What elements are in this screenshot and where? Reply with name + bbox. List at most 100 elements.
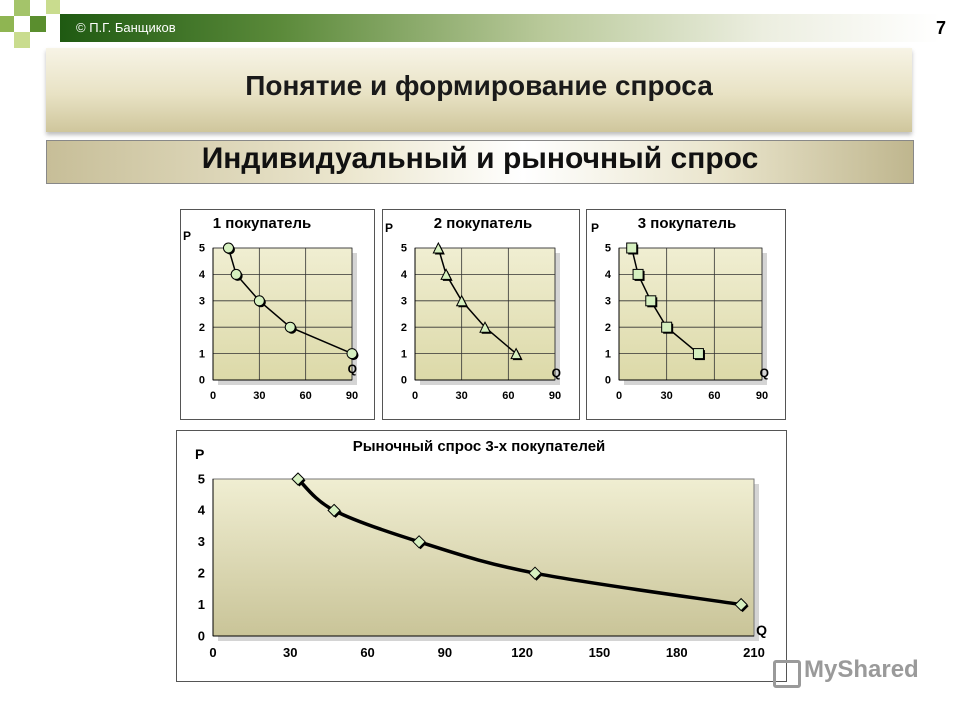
watermark-label: MyShared: [804, 656, 919, 683]
y-tick-label: 5: [199, 243, 205, 255]
title-band: [46, 48, 912, 132]
y-axis-label: P: [195, 446, 204, 462]
data-point-3: [645, 295, 657, 307]
y-tick-label: 3: [401, 295, 407, 307]
subtitle-band: [46, 140, 914, 184]
x-tick-label: 60: [300, 390, 312, 402]
y-tick-label: 1: [401, 348, 407, 360]
data-point-1: [222, 242, 234, 254]
chart-panel-buyer-3: 0 30 60 90 0 1 2 3 4 5 3 покупатель P Q: [586, 209, 786, 420]
chart-title: Рыночный спрос 3-х покупателей: [353, 438, 606, 455]
x-tick-label: 60: [502, 390, 514, 402]
data-point-2: [230, 268, 242, 280]
data-point-2: [440, 268, 452, 280]
x-tick-label: 0: [616, 390, 622, 402]
y-tick-label: 3: [199, 295, 205, 307]
y-tick-label: 4: [198, 503, 206, 518]
x-tick-label: 30: [253, 390, 265, 402]
x-tick-label: 0: [412, 390, 418, 402]
chart-title: 1 покупатель: [213, 215, 311, 232]
x-tick-label: 90: [346, 390, 358, 402]
y-tick-label: 0: [198, 628, 205, 643]
watermark-text: MyShared: [770, 656, 919, 684]
data-point-3: [253, 295, 265, 307]
y-tick-label: 4: [605, 269, 612, 281]
x-tick-label: 60: [360, 645, 374, 660]
y-tick-label: 1: [198, 597, 205, 612]
data-point-3: [455, 294, 468, 307]
data-point-5: [510, 347, 522, 360]
chart-title: 3 покупатель: [638, 215, 736, 232]
x-tick-label: 30: [456, 390, 468, 402]
page-title: Понятие и формирование спроса: [245, 70, 713, 101]
x-tick-label: 120: [511, 645, 533, 660]
x-tick-label: 90: [756, 390, 768, 402]
data-point-1: [626, 242, 638, 254]
y-tick-label: 5: [401, 243, 407, 255]
x-tick-label: 0: [210, 390, 216, 402]
copyright-text: © П.Г. Банщиков: [76, 20, 176, 35]
y-tick-label: 4: [199, 269, 206, 281]
slide-number: 7: [935, 18, 946, 38]
plot-area: [618, 247, 763, 381]
data-point-1: [432, 241, 445, 254]
y-tick-label: 0: [401, 375, 407, 387]
data-point-2: [327, 503, 341, 518]
plot-area: [212, 478, 755, 637]
chart-title: 2 покупатель: [434, 215, 532, 232]
y-tick-label: 3: [198, 534, 205, 549]
x-tick-label: 90: [549, 390, 561, 402]
watermark-icon: [773, 660, 801, 688]
y-tick-label: 0: [199, 375, 205, 387]
y-tick-label: 5: [605, 243, 611, 255]
data-point-3: [412, 535, 426, 549]
y-tick-label: 3: [605, 295, 611, 307]
x-tick-label: 30: [283, 645, 297, 660]
y-axis-label: P: [183, 229, 191, 243]
logo-square-3: [14, 32, 30, 48]
chart-market-demand: 0 30 60 90 120 150 180 210 0 1 2 3 4 5 Рыночный спрос …: [195, 438, 767, 660]
data-point-5: [734, 597, 748, 612]
y-tick-label: 2: [199, 322, 205, 334]
x-tick-label: 0: [209, 645, 216, 660]
y-axis-label: P: [385, 221, 393, 235]
x-axis-label: Q: [348, 362, 357, 376]
x-axis-label: Q: [760, 366, 769, 380]
data-point-4: [479, 321, 491, 333]
y-tick-label: 4: [401, 269, 408, 281]
x-tick-label: 210: [743, 645, 765, 660]
chart-panel-buyer-1: 0 30 60 90 0 1 2 3 4 5 1 покупатель P Q: [180, 209, 375, 420]
plot-area: [414, 247, 556, 381]
y-axis-label: P: [591, 221, 599, 235]
data-point-5: [346, 348, 358, 360]
y-tick-label: 5: [198, 471, 205, 486]
data-point-1: [291, 472, 305, 486]
chart-buyer-3: 0 30 60 90 0 1 2 3 4 5 3 покупатель P Q: [591, 215, 769, 402]
y-tick-label: 2: [198, 566, 205, 581]
data-point-5: [692, 348, 704, 360]
x-tick-label: 150: [589, 645, 611, 660]
data-point-4: [528, 566, 542, 580]
chart-panel-buyer-2: 0 30 60 90 0 1 2 3 4 5 2 покупатель P Q: [382, 209, 580, 420]
y-tick-label: 1: [199, 348, 205, 360]
logo-square-5: [46, 0, 60, 14]
subtitle: Индивидуальный и рыночный спрос: [201, 142, 759, 175]
logo-square-4: [0, 16, 14, 32]
x-tick-label: 90: [438, 645, 452, 660]
header-bar: [60, 14, 940, 42]
chart-buyer-1: 0 30 60 90 0 1 2 3 4 5 1 покупатель P Q: [183, 215, 359, 402]
logo-square-1: [14, 0, 30, 16]
data-point-4: [284, 321, 296, 333]
logo-square-2: [30, 16, 46, 32]
x-axis-label: Q: [756, 622, 767, 638]
y-tick-label: 1: [605, 348, 611, 360]
x-tick-label: 30: [661, 390, 673, 402]
data-point-2: [632, 268, 644, 280]
x-axis-label: Q: [552, 366, 561, 380]
chart-panel-market: 0 30 60 90 120 150 180 210 0 1 2 3 4 5 Рыночный спрос …: [176, 430, 787, 682]
y-tick-label: 0: [605, 375, 611, 387]
chart-buyer-2: 0 30 60 90 0 1 2 3 4 5 2 покупатель P Q: [385, 215, 561, 402]
x-tick-label: 60: [708, 390, 720, 402]
data-point-4: [661, 321, 673, 333]
x-tick-label: 180: [666, 645, 688, 660]
